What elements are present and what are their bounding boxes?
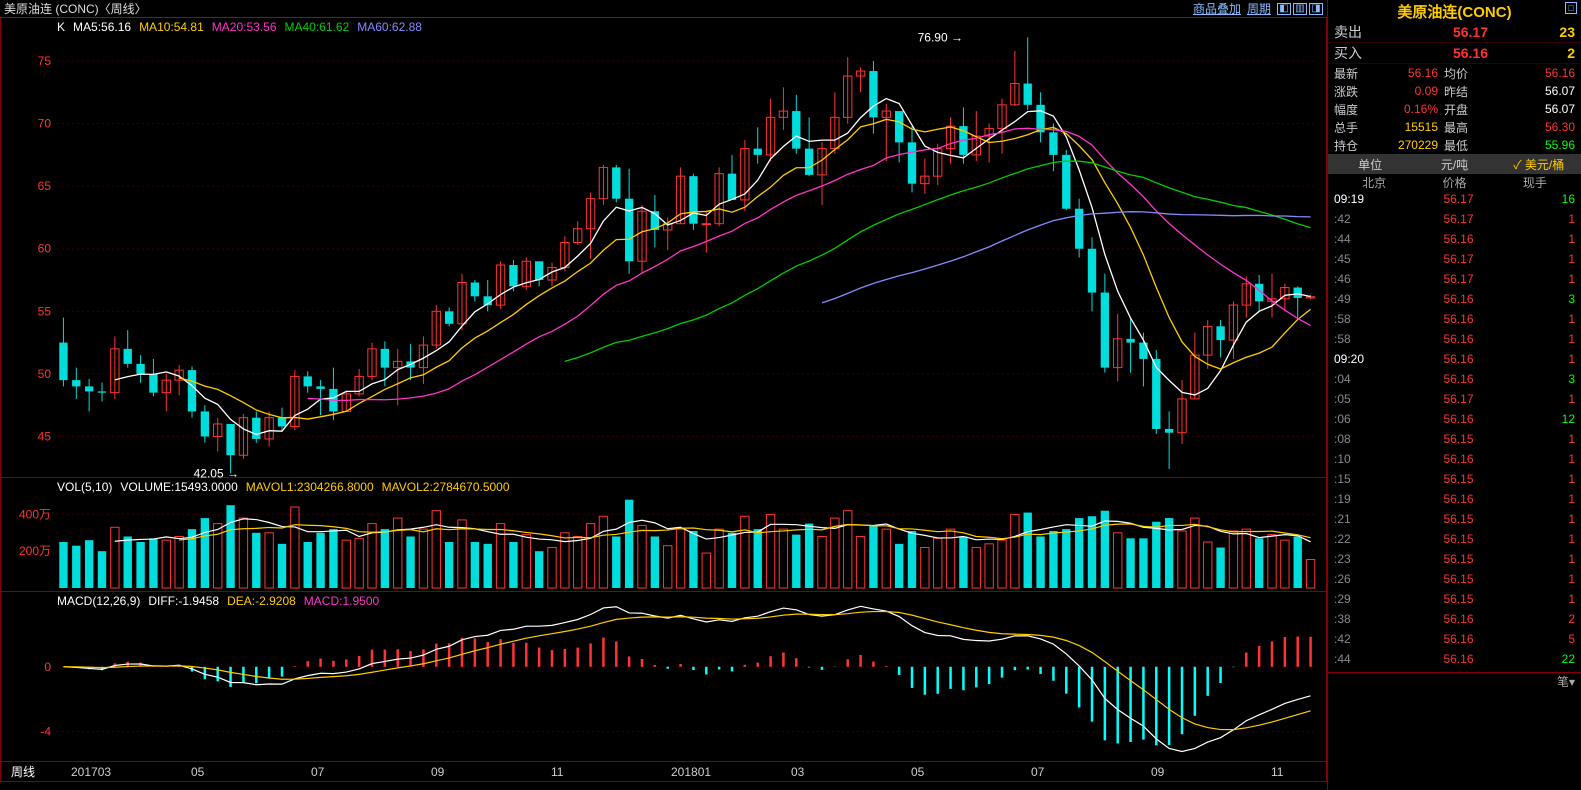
tick-row: :1056.161	[1328, 452, 1581, 472]
tick-row: :1956.161	[1328, 492, 1581, 512]
svg-text:50: 50	[38, 367, 52, 381]
macd-panel[interactable]: MACD(12,26,9)DIFF:-1.9458DEA:-2.9208MACD…	[0, 592, 1327, 762]
quote-grid-row: 最新56.16均价56.16	[1328, 64, 1581, 82]
layout-right-icon[interactable]: ◨	[1309, 3, 1323, 15]
tick-row: :0556.171	[1328, 392, 1581, 412]
tick-row: :0856.151	[1328, 432, 1581, 452]
tick-row: :0656.1612	[1328, 412, 1581, 432]
quote-grid-row: 持仓270229最低55.96	[1328, 136, 1581, 154]
tick-row: :1556.151	[1328, 472, 1581, 492]
overlay-link[interactable]: 商品叠加	[1193, 0, 1241, 17]
layout-left-icon[interactable]: ◧	[1277, 3, 1291, 15]
tick-row: :4256.171	[1328, 212, 1581, 232]
breadcrumb: 美原油连 (CONC) 〈周线〉	[4, 0, 1193, 17]
tick-row: :4556.171	[1328, 252, 1581, 272]
quote-grid-row: 总手15515最高56.30	[1328, 118, 1581, 136]
nav-links: 商品叠加 周期	[1193, 0, 1271, 17]
tick-header: 北京 价格 现手	[1328, 174, 1581, 192]
tick-row: :3856.162	[1328, 612, 1581, 632]
tick-row: :4456.1622	[1328, 652, 1581, 672]
tick-list[interactable]: 09:1956.1716:4256.171:4456.161:4556.171:…	[1328, 192, 1581, 672]
svg-text:200万: 200万	[19, 544, 51, 558]
tick-row: :5856.161	[1328, 332, 1581, 352]
titlebar: 美原油连 (CONC) 〈周线〉 商品叠加 周期 ◧ ▥ ◨	[0, 0, 1327, 18]
tick-mode-button[interactable]: 笔 ▾	[1328, 672, 1581, 690]
symbol-crumb: 美原油连 (CONC)	[4, 0, 99, 17]
svg-text:76.90 →: 76.90 →	[918, 30, 963, 44]
tick-row: :4256.165	[1328, 632, 1581, 652]
tick-row: :0456.163	[1328, 372, 1581, 392]
macd-legend: MACD(12,26,9)DIFF:-1.9458DEA:-2.9208MACD…	[57, 594, 379, 608]
quote-grid-row: 幅度0.16%开盘56.07	[1328, 100, 1581, 118]
tick-row: 09:2056.161	[1328, 352, 1581, 372]
chevron-down-icon: ▾	[1569, 675, 1575, 689]
quote-sidebar: □ 美原油连(CONC) 卖出 56.17 23 买入 56.16 2 最新56…	[1327, 0, 1581, 790]
tick-row: :4456.161	[1328, 232, 1581, 252]
tick-row: :4956.163	[1328, 292, 1581, 312]
svg-text:0: 0	[44, 660, 51, 674]
tick-row: :2356.151	[1328, 552, 1581, 572]
svg-text:70: 70	[38, 117, 52, 131]
svg-text:55: 55	[38, 304, 52, 318]
tick-row: 09:1956.1716	[1328, 192, 1581, 212]
svg-text:42.05 →: 42.05 →	[194, 466, 239, 478]
sell-row: 卖出 56.17 23	[1328, 22, 1581, 43]
tick-row: :2656.151	[1328, 572, 1581, 592]
tick-row: :2956.151	[1328, 592, 1581, 612]
volume-panel[interactable]: VOL(5,10)VOLUME:15493.0000MAVOL1:2304266…	[0, 478, 1327, 592]
layout-split-icon[interactable]: ▥	[1293, 3, 1307, 15]
quote-grid-row: 涨跌0.09昨结56.07	[1328, 82, 1581, 100]
svg-text:75: 75	[38, 54, 52, 68]
period-link[interactable]: 周期	[1247, 0, 1271, 17]
tick-row: :5856.161	[1328, 312, 1581, 332]
svg-text:-4: -4	[40, 725, 51, 739]
volume-legend: VOL(5,10)VOLUME:15493.0000MAVOL1:2304266…	[57, 480, 510, 494]
buy-row: 买入 56.16 2	[1328, 43, 1581, 64]
svg-text:65: 65	[38, 179, 52, 193]
tick-row: :4656.171	[1328, 272, 1581, 292]
kline-legend: KMA5:56.16MA10:54.81MA20:53.56MA40:61.62…	[57, 20, 422, 34]
kline-panel[interactable]: KMA5:56.16MA10:54.81MA20:53.56MA40:61.62…	[0, 18, 1327, 478]
maximize-icon[interactable]: □	[1565, 2, 1577, 14]
tick-row: :2256.151	[1328, 532, 1581, 552]
time-axis: 周线201703050709112018010305070911	[0, 762, 1327, 782]
svg-text:60: 60	[38, 242, 52, 256]
tick-row: :2156.151	[1328, 512, 1581, 532]
svg-text:400万: 400万	[19, 507, 51, 521]
quote-title: □ 美原油连(CONC)	[1328, 0, 1581, 22]
svg-text:45: 45	[38, 429, 52, 443]
unit-row[interactable]: 单位 元/吨 ✓ 美元/桶	[1328, 154, 1581, 174]
tf-crumb: 〈周线〉	[99, 0, 147, 17]
